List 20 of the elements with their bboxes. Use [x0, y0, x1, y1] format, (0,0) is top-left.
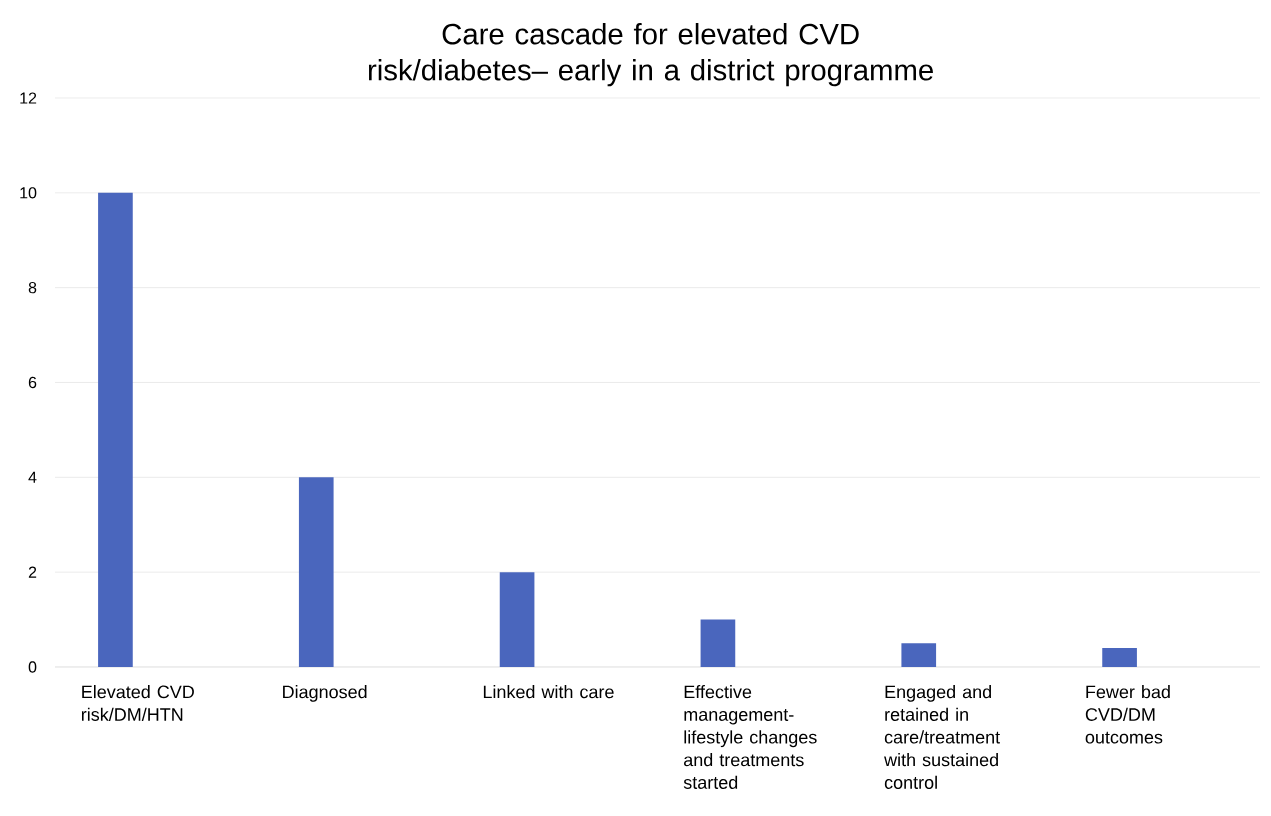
- chart-title: Care cascade for elevated CVD risk/diabetes– early in a district programme: [368, 22, 933, 87]
- y-tick-label: 2: [28, 566, 37, 578]
- bar: [98, 192, 133, 667]
- x-tick-label: Fewer bad CVD/DM outcomes: [1085, 685, 1170, 744]
- y-tick-label: 10: [20, 187, 37, 199]
- y-tick-label: 12: [20, 92, 37, 104]
- x-tick-label: Linked with care: [483, 685, 614, 699]
- y-tick-label: 6: [28, 376, 37, 389]
- y-tick-label: 8: [28, 281, 37, 294]
- bar: [499, 572, 535, 667]
- x-tick-label: Engaged and retained in care/treatment with sustained control: [884, 685, 1000, 789]
- x-tick-label: Diagnosed: [283, 685, 367, 702]
- bar: [1102, 648, 1137, 667]
- y-tick-label: 0: [28, 661, 37, 673]
- bar: [298, 477, 334, 667]
- bar: [700, 619, 736, 667]
- bar: [901, 643, 937, 667]
- y-tick-label: 4: [28, 471, 37, 483]
- x-tick-label: Elevated CVD risk/DM/HTN: [81, 685, 194, 721]
- x-tick-label: Effective management-lifestyle changes and treatments started: [683, 685, 817, 789]
